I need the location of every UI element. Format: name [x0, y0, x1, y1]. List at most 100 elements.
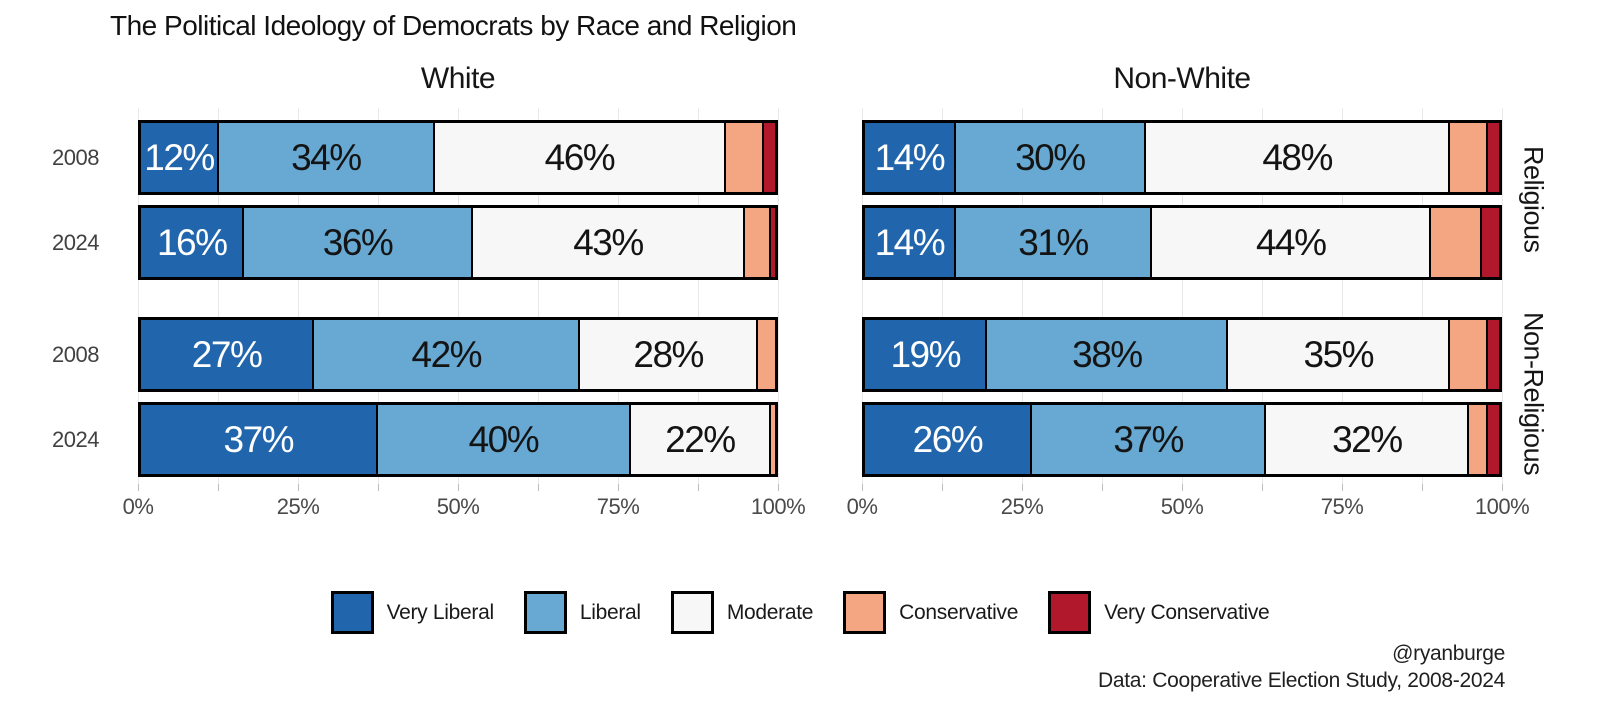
- stacked-bar: 16% 36% 43%: [138, 205, 778, 280]
- legend-swatch: [670, 591, 714, 634]
- stacked-bar: 12% 34% 46%: [138, 120, 778, 195]
- segment-very-liberal: 27%: [141, 320, 313, 389]
- gridline: [298, 108, 299, 484]
- segment-value-label: 26%: [912, 418, 984, 460]
- segment-moderate: 44%: [1150, 208, 1430, 277]
- segment-value-label: 19%: [890, 333, 961, 375]
- row-facet-label-non-religious: Non-Religious: [1518, 312, 1549, 476]
- segment-value-label: 36%: [322, 221, 394, 263]
- stacked-bar: 19% 38% 35%: [862, 317, 1502, 392]
- axis-tick: [298, 484, 299, 491]
- legend-item-very-liberal: Very Liberal: [330, 591, 495, 634]
- segment-moderate: 48%: [1143, 123, 1449, 192]
- credit-handle: @ryanburge: [1392, 642, 1505, 665]
- segment-value-label: 22%: [665, 418, 736, 460]
- x-axis-tick-label: 0%: [122, 494, 154, 519]
- gridline: [942, 108, 943, 484]
- segment-conservative: [768, 405, 775, 474]
- segment-very-liberal: 14%: [865, 123, 954, 192]
- x-axis-tick-label: 75%: [1320, 494, 1364, 519]
- segment-value-label: 46%: [544, 136, 616, 178]
- x-axis-tick-label: 25%: [1000, 494, 1044, 519]
- x-axis-tick-label: 50%: [1160, 494, 1204, 519]
- segment-very-conservative: [1486, 405, 1499, 474]
- segment-value-label: 44%: [1255, 221, 1327, 263]
- segment-moderate: 32%: [1264, 405, 1468, 474]
- gridline: [778, 108, 779, 484]
- legend-label: Very Conservative: [1104, 600, 1270, 624]
- legend-label: Moderate: [726, 600, 814, 624]
- segment-liberal: 36%: [242, 208, 471, 277]
- segment-very-liberal: 37%: [141, 405, 376, 474]
- legend-item-very-conservative: Very Conservative: [1048, 591, 1270, 634]
- legend: Very Liberal Liberal Moderate Conservative V…: [0, 591, 1600, 634]
- segment-very-liberal: 12%: [141, 123, 218, 192]
- legend-swatch: [523, 591, 567, 634]
- y-axis-year-label: 2008: [52, 341, 99, 367]
- axis-tick: [1022, 484, 1023, 491]
- stacked-bar: 37% 40% 22%: [138, 402, 778, 477]
- segment-liberal: 38%: [985, 320, 1227, 389]
- segment-value-label: 43%: [573, 221, 644, 263]
- segment-conservative: [755, 320, 775, 389]
- segment-very-liberal: 19%: [865, 320, 986, 389]
- axis-tick: [1102, 484, 1103, 491]
- axis-tick: [778, 484, 779, 491]
- legend-item-moderate: Moderate: [670, 591, 814, 634]
- y-axis-year-label: 2024: [52, 426, 99, 452]
- legend-item-conservative: Conservative: [843, 591, 1018, 634]
- segment-very-conservative: [1479, 208, 1499, 277]
- segment-very-liberal: 14%: [865, 208, 954, 277]
- segment-very-conservative: [762, 123, 775, 192]
- gridline: [458, 108, 459, 484]
- segment-liberal: 42%: [312, 320, 579, 389]
- segment-liberal: 31%: [953, 208, 1151, 277]
- axis-tick: [218, 484, 219, 491]
- legend-label: Very Liberal: [386, 600, 495, 624]
- segment-liberal: 37%: [1029, 405, 1265, 474]
- segment-conservative: [743, 208, 769, 277]
- y-axis-year-label: 2008: [52, 144, 99, 170]
- segment-value-label: 32%: [1332, 418, 1403, 460]
- segment-conservative: [1467, 405, 1487, 474]
- segment-liberal: 34%: [217, 123, 433, 192]
- segment-value-label: 12%: [144, 136, 215, 178]
- axis-tick: [862, 484, 863, 491]
- segment-value-label: 30%: [1015, 136, 1086, 178]
- chart-title: The Political Ideology of Democrats by R…: [110, 10, 797, 41]
- stacked-bar: 27% 42% 28%: [138, 317, 778, 392]
- segment-liberal: 40%: [375, 405, 630, 474]
- segment-value-label: 42%: [411, 333, 483, 375]
- gridline: [862, 108, 863, 484]
- gridline: [538, 108, 539, 484]
- segment-conservative: [1448, 123, 1487, 192]
- gridline: [1182, 108, 1183, 484]
- axis-tick: [1422, 484, 1423, 491]
- segment-value-label: 34%: [291, 136, 362, 178]
- legend-label: Liberal: [579, 600, 641, 624]
- gridline: [1262, 108, 1263, 484]
- x-axis-tick-label: 50%: [436, 494, 480, 519]
- legend-item-liberal: Liberal: [523, 591, 641, 634]
- axis-tick: [1502, 484, 1503, 491]
- stacked-bar: 26% 37% 32%: [862, 402, 1502, 477]
- col-facet-title-white: White: [420, 62, 496, 95]
- data-source: Data: Cooperative Election Study, 2008-2…: [1098, 669, 1505, 693]
- segment-moderate: 35%: [1226, 320, 1449, 389]
- segment-value-label: 16%: [156, 221, 228, 263]
- axis-tick: [1262, 484, 1263, 491]
- segment-conservative: [1429, 208, 1480, 277]
- axis-tick: [1182, 484, 1183, 491]
- legend-swatch: [843, 591, 887, 634]
- axis-tick: [698, 484, 699, 491]
- axis-tick: [538, 484, 539, 491]
- segment-moderate: 46%: [432, 123, 725, 192]
- row-facet-label-religious: Religious: [1518, 145, 1549, 253]
- gridline: [1422, 108, 1423, 484]
- caption: @ryanburge Data: Cooperative Election St…: [1098, 640, 1505, 695]
- gridline: [218, 108, 219, 484]
- col-facet-title-non-white: Non-White: [1113, 62, 1251, 95]
- stacked-bar: 14% 31% 44%: [862, 205, 1502, 280]
- axis-tick: [942, 484, 943, 491]
